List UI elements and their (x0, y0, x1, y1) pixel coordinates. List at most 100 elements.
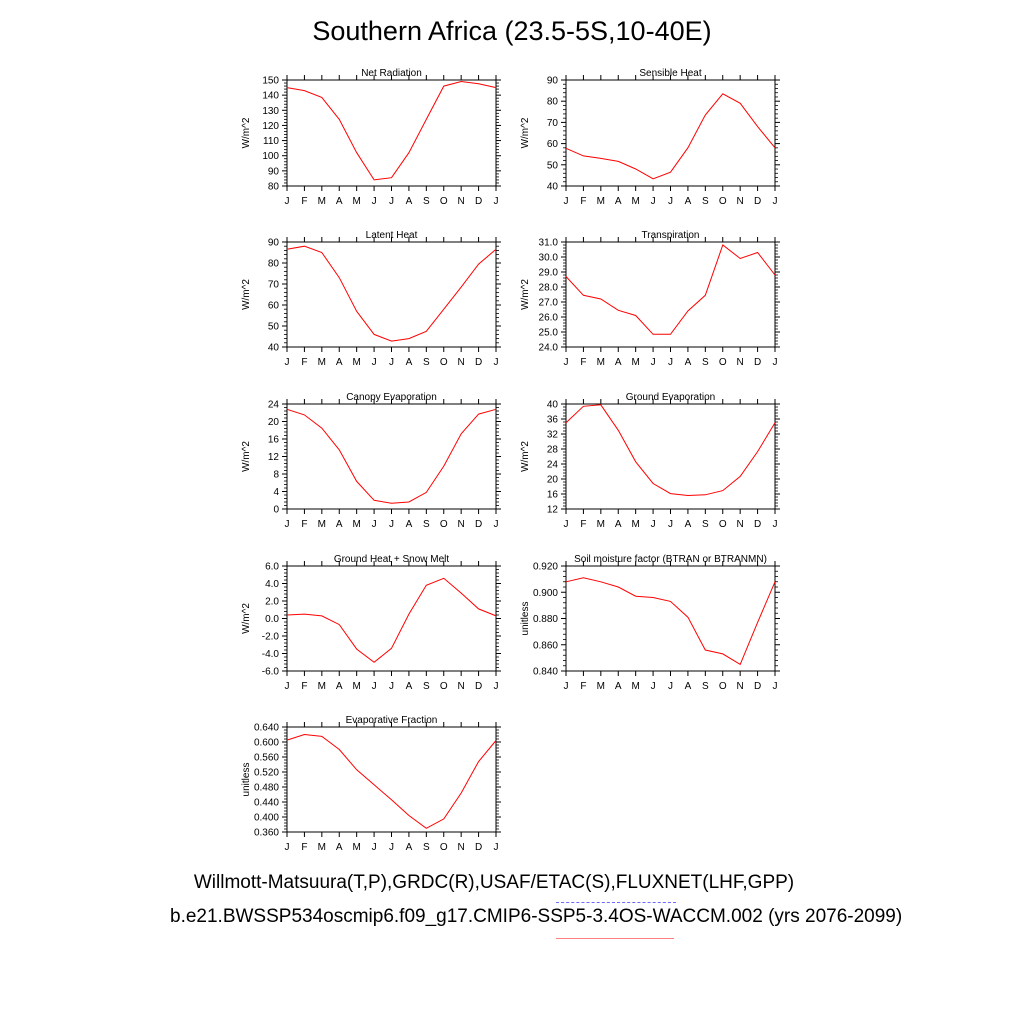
x-tick-label: M (631, 196, 639, 207)
x-tick-label: J (285, 196, 290, 207)
x-tick-label: J (564, 357, 569, 368)
x-tick-label: M (631, 681, 639, 692)
x-tick-label: S (423, 681, 430, 692)
chart-panel-7: Ground Heat + Snow Melt W/m^2 -6.0 -4.0 -2.0… (241, 554, 501, 692)
x-tick-label: A (615, 519, 622, 530)
x-tick-label: J (564, 681, 569, 692)
legend-model-label: b.e21.BWSSP534oscmip6.f09_g17.CMIP6-SSP5… (170, 906, 903, 927)
y-tick-label: 50 (268, 322, 280, 333)
x-tick-label: A (406, 357, 413, 368)
y-tick-label: 26.0 (539, 313, 559, 324)
x-tick-label: A (685, 196, 692, 207)
x-tick-label: M (597, 681, 605, 692)
x-tick-label: N (458, 196, 465, 207)
x-tick-label: N (737, 681, 744, 692)
x-tick-label: J (773, 681, 778, 692)
chart-panel-6: Ground Evaporation W/m^2 12 16 20 24 28 32 36 40 J… (520, 392, 780, 530)
series-line (286, 245, 497, 342)
x-tick-label: J (389, 842, 394, 853)
y-tick-label: 4 (273, 487, 279, 498)
y-tick-label: 0.0 (265, 614, 279, 625)
x-tick-label: N (737, 519, 744, 530)
y-tick-label: 80 (268, 182, 280, 193)
chart-title: Net Radiation (361, 68, 422, 79)
series-line (286, 80, 497, 181)
y-tick-label: 0.560 (254, 753, 279, 764)
x-tick-label: N (458, 357, 465, 368)
x-tick-label: F (301, 357, 307, 368)
y-tick-label: 150 (262, 76, 279, 87)
x-tick-label: A (615, 681, 622, 692)
x-tick-label: J (651, 681, 656, 692)
x-tick-label: J (494, 196, 499, 207)
plot-frame (286, 726, 497, 833)
x-tick-label: O (719, 196, 727, 207)
x-tick-label: D (475, 357, 482, 368)
y-tick-label: 0.840 (533, 667, 558, 678)
x-tick-label: J (285, 842, 290, 853)
x-tick-label: J (773, 519, 778, 530)
x-tick-label: N (458, 681, 465, 692)
x-tick-label: N (458, 842, 465, 853)
y-tick-label: 60 (547, 139, 559, 150)
x-tick-label: J (494, 681, 499, 692)
x-tick-label: S (702, 519, 709, 530)
x-tick-label: J (285, 519, 290, 530)
y-tick-label: 0.600 (254, 738, 279, 749)
y-tick-label: 2.0 (265, 597, 279, 608)
chart-title: Soil moisture factor (BTRAN or BTRANMN) (574, 554, 767, 565)
y-tick-label: 0.880 (533, 614, 558, 625)
x-tick-label: S (702, 681, 709, 692)
x-tick-label: O (719, 357, 727, 368)
y-tick-label: 28.0 (539, 283, 559, 294)
x-tick-label: F (580, 357, 586, 368)
y-tick-label: 32 (547, 430, 559, 441)
x-tick-label: N (458, 519, 465, 530)
x-tick-label: J (389, 357, 394, 368)
y-axis-label: W/m^2 (241, 603, 252, 634)
y-tick-label: 0.520 (254, 768, 279, 779)
chart-title: Transpiration (642, 230, 700, 241)
y-tick-label: 40 (268, 343, 280, 354)
x-tick-label: O (719, 519, 727, 530)
x-tick-label: F (580, 519, 586, 530)
page-title: Southern Africa (23.5-5S,10-40E) (312, 16, 712, 46)
chart-panel-8: Soil moisture factor (BTRAN or BTRANMN) u… (520, 554, 780, 692)
x-tick-label: A (685, 357, 692, 368)
x-tick-label: O (440, 681, 448, 692)
plot-frame (286, 565, 497, 672)
y-tick-label: 25.0 (539, 328, 559, 339)
x-tick-label: M (352, 519, 360, 530)
x-tick-label: A (336, 519, 343, 530)
y-axis-label: W/m^2 (241, 117, 252, 148)
x-tick-label: M (597, 519, 605, 530)
legend-model-swatch (556, 938, 674, 939)
y-tick-label: -2.0 (262, 632, 280, 643)
x-tick-label: J (668, 519, 673, 530)
y-tick-label: 0.360 (254, 828, 279, 839)
chart-panel-9: Evaporative Fraction unitless 0.360 0.400 0.… (241, 715, 501, 853)
x-tick-label: F (301, 196, 307, 207)
series-line (286, 733, 497, 829)
y-axis-label: W/m^2 (241, 279, 252, 310)
x-tick-label: J (389, 681, 394, 692)
legend-observations-swatch (556, 902, 676, 903)
y-tick-label: 80 (547, 97, 559, 108)
x-tick-label: A (406, 519, 413, 530)
x-tick-label: J (494, 842, 499, 853)
x-tick-label: S (423, 519, 430, 530)
y-tick-label: 29.0 (539, 268, 559, 279)
y-tick-label: 27.0 (539, 298, 559, 309)
plot-frame (286, 241, 497, 348)
series-line (286, 577, 497, 663)
chart-title: Ground Evaporation (626, 392, 716, 403)
x-tick-label: O (440, 519, 448, 530)
x-tick-label: M (631, 357, 639, 368)
y-tick-label: 100 (262, 151, 279, 162)
y-tick-label: 140 (262, 91, 279, 102)
y-tick-label: 6.0 (265, 562, 279, 573)
y-tick-label: 0.400 (254, 813, 279, 824)
x-tick-label: M (597, 196, 605, 207)
x-tick-label: D (754, 681, 761, 692)
